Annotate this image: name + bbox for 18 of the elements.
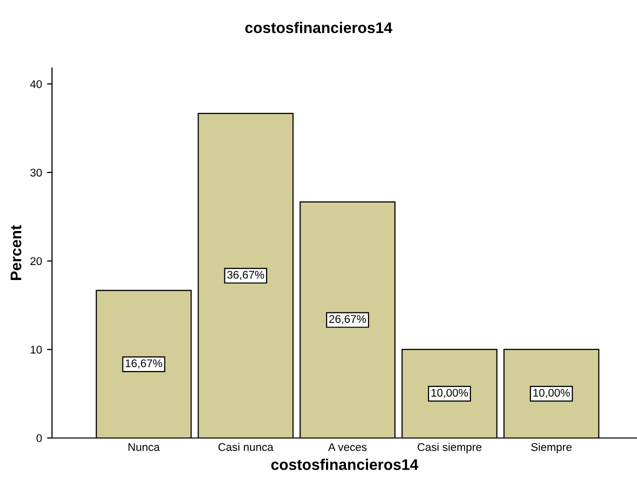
data-label: 26,67% xyxy=(329,315,366,324)
data-label: 36,67% xyxy=(227,270,264,280)
x-axis-title: costosfinancieros14 xyxy=(271,458,418,470)
y-axis-title: Percent xyxy=(10,225,22,280)
x-tick-label: Casi siempre xyxy=(418,442,482,454)
y-tick-label: 30 xyxy=(30,168,42,177)
x-tick-label: A veces xyxy=(328,443,367,452)
data-label: 10,00% xyxy=(431,388,468,398)
data-label: 16,67% xyxy=(126,359,162,369)
data-label: 10,00% xyxy=(533,388,570,398)
x-tick-label: Casi nunca xyxy=(218,442,274,452)
y-tick-label: 0 xyxy=(36,434,42,442)
y-tick-label: 20 xyxy=(30,257,42,266)
chart-title: costosfinancieros14 xyxy=(245,22,392,34)
y-tick-label: 40 xyxy=(30,80,42,88)
y-tick-label: 10 xyxy=(30,346,42,354)
x-tick-label: Nunca xyxy=(128,443,160,452)
x-tick-label: Siempre xyxy=(531,442,572,454)
